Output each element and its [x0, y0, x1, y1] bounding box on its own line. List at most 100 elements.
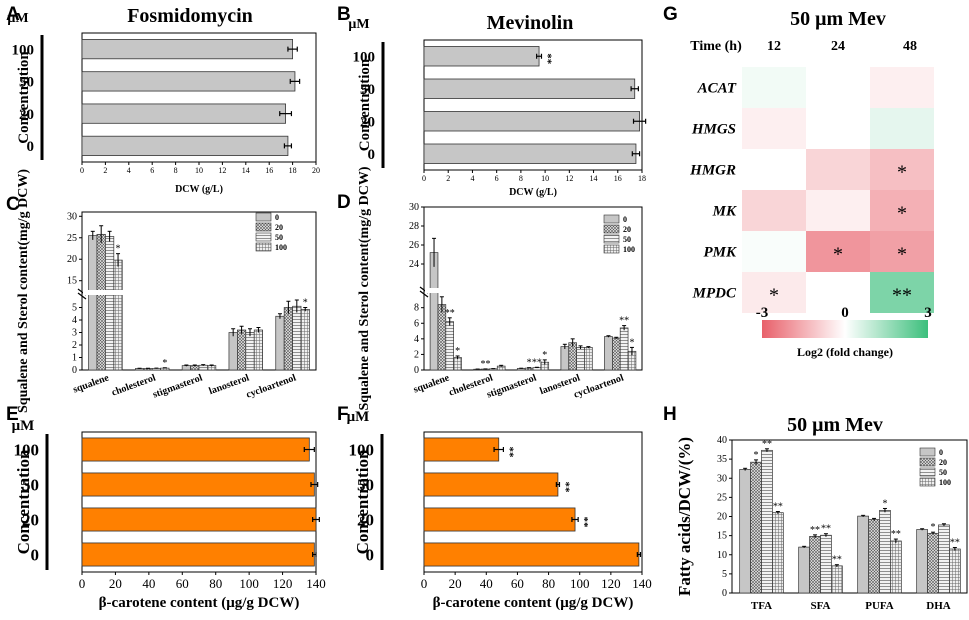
- bar-cycloartenol-0: [604, 336, 613, 371]
- plot-frame: [423, 39, 643, 171]
- heatmap-cell: [806, 190, 870, 231]
- bar-TFA-50: [761, 449, 773, 594]
- heatmap-cell: [870, 272, 934, 313]
- category-label: 0: [31, 545, 40, 564]
- x-tick-label: 140: [306, 576, 326, 591]
- panel-letter-b: B: [337, 4, 351, 25]
- heatmap-cell: [742, 272, 806, 313]
- y-axis-label: Fatty acids/DCW/(%): [675, 437, 694, 596]
- y-tick-label: 0: [72, 365, 77, 376]
- x-tick-label: 40: [480, 576, 493, 591]
- category-label: 100: [12, 42, 35, 58]
- unit-label: μM: [348, 17, 369, 32]
- legend-label: 20: [623, 225, 631, 234]
- bar-DHA-20: [927, 532, 939, 594]
- x-tick-label: 100: [239, 576, 259, 591]
- x-tick-label: 4: [127, 166, 131, 175]
- significance-mark: **: [891, 529, 901, 540]
- panel-letter-d: D: [337, 192, 351, 213]
- bar-50: [423, 78, 636, 99]
- bar-lanosterol-50: [576, 347, 585, 371]
- x-tick-label: 6: [495, 174, 499, 183]
- y-tick-label: 20: [67, 254, 77, 265]
- y-axis-label: Squalene and Sterol content(mg/g DCW): [16, 169, 31, 413]
- bar-lanosterol-100: [584, 347, 593, 371]
- significance-mark: **: [503, 447, 515, 459]
- x-tick-label: 80: [542, 576, 555, 591]
- significance-mark: *: [882, 498, 887, 509]
- bar-lanosterol-20: [237, 329, 247, 371]
- row-label: PMK: [703, 245, 737, 261]
- bar-100: [423, 437, 500, 462]
- panel-letter-c: C: [6, 194, 20, 215]
- x-tick-label: 60: [511, 576, 524, 591]
- heatmap-cell: [870, 231, 934, 272]
- bar-0: [423, 542, 640, 567]
- x-tick-label: stigmasterol: [151, 372, 204, 400]
- panel-f-chart: 100 ** 50 ** 20 ** 0 0 20 40 60 80 100 120 140 β-carote…: [347, 409, 652, 611]
- y-tick-label: 35: [717, 454, 727, 465]
- heatmap-cell: [806, 149, 870, 190]
- heatmap-cell: [806, 272, 870, 313]
- category-label: 100: [349, 440, 375, 459]
- significance-mark: *: [303, 298, 308, 309]
- x-axis-label: β-carotene content (μg/g DCW): [433, 595, 634, 611]
- legend-swatch: [255, 222, 272, 232]
- plot-frame: [423, 431, 643, 573]
- x-tick-label: squalene: [72, 372, 111, 395]
- bar-SFA-0: [798, 546, 810, 594]
- significance-mark: *: [455, 346, 460, 357]
- significance-mark: **: [821, 524, 831, 535]
- heatmap-cell: [742, 67, 806, 108]
- significance-mark: *: [116, 244, 121, 255]
- x-tick-label: stigmasterol: [485, 372, 538, 400]
- bar-50: [423, 472, 559, 497]
- x-tick-label: cholesterol: [110, 372, 157, 398]
- panel-e-chart: 100 50 20 0 0 20 40 60 80 100 120 140 β-carotene con…: [12, 418, 326, 611]
- panel-a-chart: 100 50 20 0 0 2 4 6 8 10 12 14 16 18 20 DCW (g/L) μM Conc…: [7, 5, 320, 195]
- significance-mark: *: [931, 522, 936, 533]
- y-tick-label: 30: [409, 202, 419, 213]
- y-tick-label: 5: [722, 569, 727, 580]
- significance-mark: **: [480, 359, 490, 370]
- significance-mark: **: [559, 482, 571, 494]
- bar-DHA-100: [949, 548, 961, 594]
- x-tick-label: 2: [446, 174, 450, 183]
- panel-b-chart: 100 ** 50 20 0 0 2 4 6 8 10 12 14 16 18 DCW (g/L) μM Conc…: [348, 12, 647, 198]
- axis-break-gap: [425, 288, 641, 293]
- x-tick-label: 8: [519, 174, 523, 183]
- x-axis-label: DCW (g/L): [509, 187, 557, 198]
- category-label: 50: [360, 82, 375, 98]
- significance-mark: **: [619, 316, 629, 327]
- category-label: 50: [19, 75, 34, 91]
- category-label: 20: [357, 510, 374, 529]
- x-tick-label: cycloartenol: [245, 372, 298, 400]
- legend-swatch: [255, 212, 272, 222]
- legend-label: 50: [623, 235, 631, 244]
- panel-letter-a: A: [6, 4, 20, 25]
- row-label: ACAT: [697, 81, 737, 97]
- x-tick-label: lanosterol: [208, 372, 251, 397]
- row-label: HMGR: [689, 163, 736, 179]
- x-tick-label: 10: [195, 166, 203, 175]
- x-tick-label: 4: [470, 174, 474, 183]
- legend-label: 20: [939, 458, 947, 467]
- axis-break-mark: [419, 290, 429, 298]
- x-tick-label: 40: [142, 576, 155, 591]
- significance-mark: *: [897, 244, 907, 266]
- unit-label: μM: [12, 418, 35, 434]
- bar-100: [423, 46, 540, 67]
- category-label: 20: [19, 107, 34, 123]
- x-tick-label: 10: [541, 174, 549, 183]
- bar-squalene-50: [105, 236, 115, 371]
- legend-swatch: [255, 232, 272, 242]
- category-label: 50: [357, 475, 374, 494]
- unit-label: μM: [7, 11, 28, 26]
- significance-mark: **: [445, 308, 455, 319]
- y-tick-label: 0: [414, 365, 419, 376]
- panel-letter-h: H: [663, 404, 677, 425]
- heatmap-title: 50 μm Mev: [790, 8, 886, 30]
- legend-label: 0: [623, 215, 627, 224]
- x-tick-label: 100: [570, 576, 590, 591]
